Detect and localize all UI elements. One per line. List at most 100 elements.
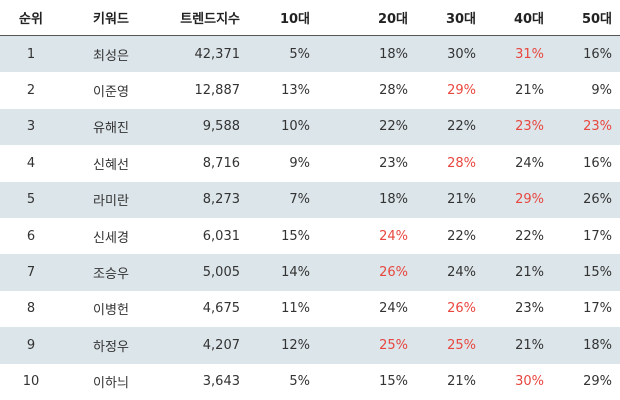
table-cell: 28% [447,155,476,171]
table-cell: 16% [552,35,620,73]
table-cell: 13% [281,83,310,99]
table-cell: 24% [379,301,408,317]
table-cell: 5 [0,181,62,218]
table-cell: 3,643 [202,374,240,390]
table-cell: 23% [484,108,552,146]
table-cell: 30% [515,374,544,390]
table-cell: 최성은 [62,35,160,73]
table-cell: 4,675 [202,301,240,317]
table-row: 6 신세경 6,031 15% 24% 22% 22% 17% [0,218,620,254]
table-cell: 16% [583,155,612,171]
table-cell: 6 [26,228,36,244]
table-cell: 30% [416,35,484,73]
header-row: 순위 키워드 트렌드지수 10대 20대 30대 40대 50대 [0,0,620,36]
table-cell: 18% [318,35,416,73]
table-cell: 21% [447,374,476,390]
table-cell: 23% [379,155,408,171]
table-row: 9 하정우 4,207 12% 25% 25% 21% 18% [0,327,620,364]
table-cell: 17% [583,228,612,244]
table-cell: 25% [416,327,484,364]
table-cell: 조승우 [62,254,160,291]
table-cell: 11% [281,301,310,317]
table-cell: 15% [552,254,620,291]
table-cell: 18% [318,181,416,218]
table-cell: 23% [515,301,544,317]
table-cell: 10 [22,374,40,390]
table-cell: 8,273 [160,181,248,218]
table-cell: 2 [26,83,36,99]
table-cell: 9% [289,155,310,171]
table-cell: 25% [318,327,416,364]
column-header: 40대 [484,0,552,36]
column-header: 30대 [416,0,484,36]
table-cell: 이준영 [93,85,129,101]
table-cell: 신혜선 [93,157,129,173]
table-cell: 하정우 [62,327,160,364]
table-cell: 26% [552,181,620,218]
table-cell: 5% [248,35,318,73]
table-row: 7 조승우 5,005 14% 26% 24% 21% 15% [0,254,620,291]
column-header: 50대 [552,0,620,36]
table-cell: 18% [552,327,620,364]
table-cell: 14% [248,254,318,291]
table-row: 10 이하늬 3,643 5% 15% 21% 30% 29% [0,364,620,400]
table-cell: 12% [248,327,318,364]
table-cell: 26% [318,254,416,291]
table-cell: 10% [248,108,318,146]
table-cell: 9 [0,327,62,364]
table-cell: 21% [484,254,552,291]
table-cell: 24% [379,228,408,244]
table-cell: 15% [379,374,408,390]
table-cell: 8,716 [202,155,240,171]
table-cell: 1 [0,35,62,73]
table-row: 8 이병헌 4,675 11% 24% 26% 23% 17% [0,291,620,327]
table-cell: 29% [484,181,552,218]
column-header: 10대 [248,0,318,36]
table-cell: 21% [484,327,552,364]
table-cell: 22% [416,108,484,146]
table-cell: 29% [447,83,476,99]
table-row: 1 최성은 42,371 5% 18% 30% 31% 16% [0,35,620,73]
table-cell: 22% [515,228,544,244]
table-cell: 22% [447,228,476,244]
table-row: 4 신혜선 8,716 9% 23% 28% 24% 16% [0,145,620,181]
table-cell: 22% [318,108,416,146]
table-row: 2 이준영 12,887 13% 28% 29% 21% 9% [0,72,620,108]
column-header: 순위 [0,0,62,36]
table-cell: 26% [447,301,476,317]
table-row: 3 유해진 9,588 10% 22% 22% 23% 23% [0,108,620,146]
table-row: 5 라미란 8,273 7% 18% 21% 29% 26% [0,181,620,218]
table-cell: 24% [416,254,484,291]
table-cell: 신세경 [93,230,129,246]
column-header: 키워드 [62,0,160,36]
table-body: 1 최성은 42,371 5% 18% 30% 31% 16% 2 이준영 12,887 13% 28%… [0,35,620,400]
table-cell: 6,031 [202,228,240,244]
table-cell: 29% [583,374,612,390]
table-cell: 42,371 [160,35,248,73]
table-cell: 이하늬 [93,376,129,392]
table-cell: 21% [515,83,544,99]
table-cell: 12,887 [194,83,241,99]
table-cell: 유해진 [62,108,160,146]
column-header: 트렌드지수 [160,0,248,36]
table-cell: 21% [416,181,484,218]
table-cell: 4 [26,155,36,171]
table-cell: 5% [289,374,310,390]
table-cell: 24% [515,155,544,171]
table-cell: 28% [379,83,408,99]
table-cell: 라미란 [62,181,160,218]
table-cell: 3 [0,108,62,146]
table-cell: 15% [281,228,310,244]
table-cell: 9% [591,83,612,99]
table-cell: 8 [26,301,36,317]
table-cell: 이병헌 [93,303,129,319]
table-cell: 5,005 [160,254,248,291]
column-header: 20대 [318,0,416,36]
table-cell: 31% [484,35,552,73]
table-cell: 9,588 [160,108,248,146]
table-cell: 17% [583,301,612,317]
table-cell: 4,207 [160,327,248,364]
table-cell: 7 [0,254,62,291]
